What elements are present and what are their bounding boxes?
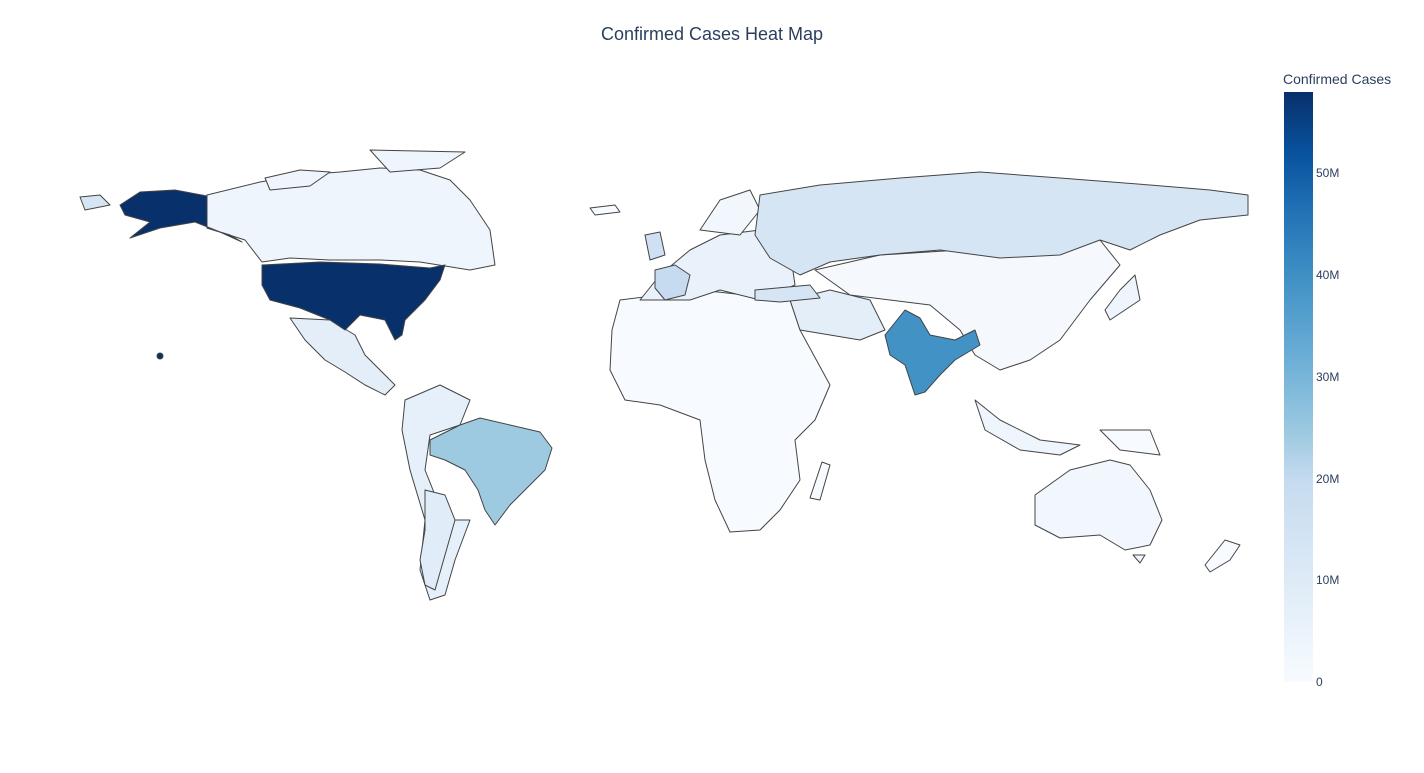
russia[interactable]	[754, 171, 1249, 276]
scandinavia[interactable]	[699, 189, 761, 236]
arctic-island[interactable]	[264, 169, 331, 191]
australia[interactable]	[1034, 459, 1163, 551]
india[interactable]	[884, 309, 981, 396]
canada[interactable]	[206, 167, 496, 271]
alaska[interactable]	[119, 189, 243, 243]
colorbar-tick-label: 10M	[1316, 573, 1340, 588]
argentina[interactable]	[419, 489, 456, 591]
colorbar	[1284, 92, 1313, 682]
tasmania[interactable]	[1132, 554, 1146, 564]
south-america[interactable]	[401, 384, 471, 601]
uk[interactable]	[644, 231, 666, 261]
madagascar[interactable]	[809, 461, 831, 501]
hawaii[interactable]	[156, 352, 164, 360]
colorbar-tick-label: 20M	[1316, 471, 1340, 486]
indonesia[interactable]	[974, 399, 1081, 456]
mexico[interactable]	[289, 317, 396, 396]
new-zealand[interactable]	[1204, 539, 1241, 573]
iceland[interactable]	[589, 204, 621, 216]
turkey[interactable]	[754, 284, 821, 303]
colorbar-tick-label: 50M	[1316, 166, 1340, 181]
brazil[interactable]	[429, 417, 553, 526]
colorbar-tick-label: 40M	[1316, 268, 1340, 283]
usa[interactable]	[261, 261, 446, 341]
africa[interactable]	[609, 289, 831, 533]
land-background	[79, 149, 1241, 601]
chukotka[interactable]	[79, 194, 111, 211]
france[interactable]	[654, 264, 691, 301]
land-highlight	[119, 171, 1249, 591]
chart-title: Confirmed Cases Heat Map	[600, 24, 824, 44]
colorbar-title: Confirmed Cases	[1283, 71, 1392, 87]
middle-east[interactable]	[789, 289, 886, 341]
arctic-island[interactable]	[369, 149, 466, 173]
colorbar-tick-label: 0	[1316, 675, 1323, 689]
new-guinea[interactable]	[1099, 429, 1161, 456]
colorbar-tick-label: 30M	[1316, 369, 1340, 384]
japan[interactable]	[1104, 274, 1141, 321]
